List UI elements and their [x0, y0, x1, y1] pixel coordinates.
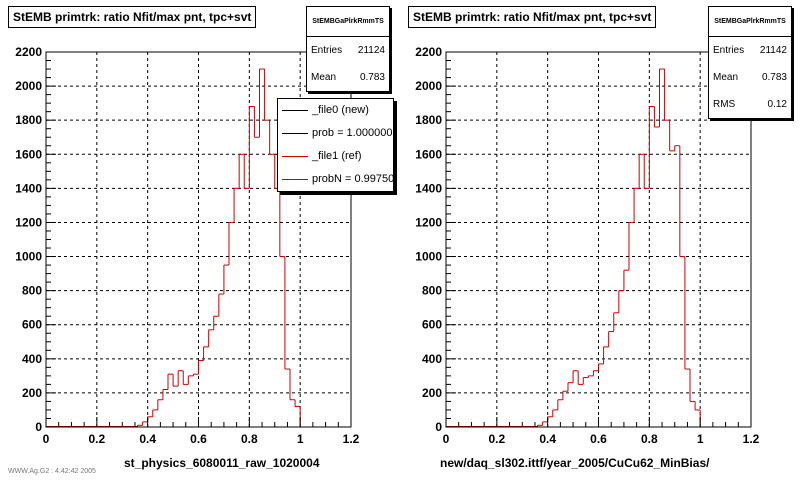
y-tick-label: 400: [22, 352, 42, 366]
stats-row-rms: RMS 0.12: [709, 91, 791, 118]
legend-swatch: [282, 110, 308, 111]
y-tick-label: 600: [422, 318, 442, 332]
y-tick-label: 2000: [15, 79, 42, 93]
stats-mean-value: 0.783: [359, 72, 385, 83]
stats-row-entries: Entries 21142: [709, 37, 791, 64]
x-tick-label: 0.4: [139, 432, 156, 446]
x-tick-label: 0.4: [539, 432, 556, 446]
x-axis-label: st_physics_6080011_raw_1020004: [124, 456, 320, 470]
histogram-plot-right: 0 0.2 0.4 0.6 0.8 1 1.2 0 200 400 600 800 1000 1200 14…: [415, 45, 760, 446]
stats-row-mean: Mean 0.783: [307, 64, 389, 91]
stats-rms-label: RMS: [713, 99, 736, 110]
chart-title: StEMB primtrk: ratio Nfit/max pnt, tpc+s…: [408, 6, 657, 28]
y-tick-label: 1600: [415, 147, 442, 161]
legend-item: _file0 (new): [278, 99, 393, 122]
y-tick-label: 2200: [15, 45, 42, 59]
stats-box: StEMBGaPlrkRmmTS Entries 21124 Mean 0.78…: [306, 6, 390, 92]
y-tick-label: 1400: [415, 181, 442, 195]
stats-name: StEMBGaPlrkRmmTS: [307, 7, 389, 37]
legend-swatch: [282, 179, 308, 180]
y-tick-label: 1800: [15, 113, 42, 127]
stats-mean-value: 0.783: [761, 72, 787, 83]
legend-item: prob = 1.000000: [278, 122, 393, 145]
chart-title: StEMB primtrk: ratio Nfit/max pnt, tpc+s…: [8, 6, 257, 28]
y-tick-label: 800: [22, 284, 42, 298]
y-tick-label: 0: [35, 420, 42, 434]
y-tick-label: 1000: [15, 250, 42, 264]
x-tick-label: 1.2: [743, 432, 760, 446]
y-tick-label: 0: [435, 420, 442, 434]
y-tick-label: 1800: [415, 113, 442, 127]
y-tick-label: 400: [422, 352, 442, 366]
legend-label: probN = 0.997505: [312, 173, 394, 185]
histogram-pad-right: 0 0.2 0.4 0.6 0.8 1 1.2 0 200 400 600 800 1000 1200 14…: [400, 0, 800, 480]
y-tick-label: 1200: [415, 215, 442, 229]
stats-box: StEMBGaPlrkRmmTS Entries 21142 Mean 0.78…: [708, 6, 792, 119]
x-tick-label: 1: [697, 432, 704, 446]
legend-label: _file0 (new): [312, 104, 369, 116]
y-tick-label: 200: [22, 386, 42, 400]
stats-entries-value: 21142: [759, 45, 787, 56]
stats-row-mean: Mean 0.783: [709, 64, 791, 91]
x-axis-label: new/daq_sl302.ittf/year_2005/CuCu62_MinB…: [440, 456, 710, 470]
legend-label: prob = 1.000000: [312, 127, 393, 139]
x-tick-label: 0.6: [590, 432, 607, 446]
x-tick-label: 0.8: [641, 432, 658, 446]
stats-entries-label: Entries: [311, 45, 343, 56]
legend-box: _file0 (new) prob = 1.000000 _file1 (ref…: [277, 98, 394, 192]
legend-swatch: [282, 133, 308, 134]
legend-label: _file1 (ref): [312, 150, 362, 162]
y-tick-label: 1200: [15, 215, 42, 229]
x-tick-label: 0.2: [88, 432, 105, 446]
x-tick-label: 0: [43, 432, 50, 446]
stats-entries-value: 21124: [357, 45, 385, 56]
x-tick-label: 1: [297, 432, 304, 446]
x-tick-label: 0.8: [241, 432, 258, 446]
y-tick-label: 2000: [415, 79, 442, 93]
stats-mean-label: Mean: [713, 72, 739, 83]
legend-item: probN = 0.997505: [278, 168, 393, 191]
y-tick-label: 800: [422, 284, 442, 298]
y-tick-label: 200: [422, 386, 442, 400]
stats-row-entries: Entries 21124: [307, 37, 389, 64]
stats-entries-label: Entries: [713, 45, 745, 56]
histogram-series: [46, 68, 301, 427]
stats-name: StEMBGaPlrkRmmTS: [709, 7, 791, 37]
histogram-pad-left: 0 0.2 0.4 0.6 0.8 1 1.2 0 200 400 600 800 1000 1200 14…: [8, 6, 394, 470]
x-tick-label: 0.6: [190, 432, 207, 446]
histogram-series: [446, 68, 701, 427]
y-tick-label: 1000: [415, 250, 442, 264]
y-tick-label: 600: [22, 318, 42, 332]
x-tick-label: 0.2: [488, 432, 505, 446]
stats-mean-label: Mean: [311, 72, 337, 83]
stats-rms-value: 0.12: [767, 99, 787, 110]
y-tick-label: 1400: [15, 181, 42, 195]
legend-item: _file1 (ref): [278, 145, 393, 168]
y-tick-label: 2200: [415, 45, 442, 59]
y-tick-label: 1600: [15, 147, 42, 161]
legend-swatch: [282, 156, 308, 157]
x-tick-label: 0: [443, 432, 450, 446]
footer-text: WWW.Ag.G2 : 4:42:42 2005: [8, 468, 96, 475]
x-tick-label: 1.2: [343, 432, 360, 446]
